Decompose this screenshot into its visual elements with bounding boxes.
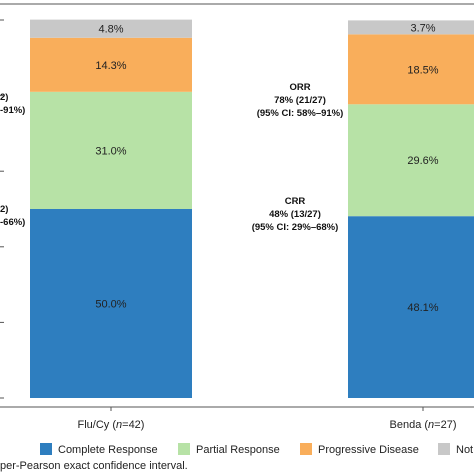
legend-label-progressive-disease: Progressive Disease: [318, 444, 419, 456]
annotations-layer: 2) -91%) 2) -66%) ORR 78% (21/27) (95% CI: 58%…: [0, 82, 343, 233]
data-label-flu-cy-n-42-not: 4.8%: [98, 24, 123, 36]
bar-flu-cy-n-42-complete-response: [30, 209, 192, 398]
data-label-flu-cy-n-42-progressive-disease: 14.3%: [95, 60, 126, 72]
annotation-orr-flu-cy-n-42-line-0: 2): [0, 92, 8, 103]
annotation-crr-flu-cy-n-42-line-0: 2): [0, 204, 8, 215]
bar-flu-cy-n-42-partial-response: [30, 91, 192, 209]
bar-flu-cy-n-42-not: [30, 19, 192, 38]
x-ticks-layer: Flu/Cy (n=42) Benda (n=27): [78, 407, 457, 431]
data-label-benda-n-27-not: 3.7%: [410, 22, 435, 34]
annotation-orr-benda-n-27-line-0: ORR: [289, 82, 310, 93]
data-label-benda-n-27-progressive-disease: 18.5%: [407, 64, 438, 76]
bar-flu-cy-n-42-progressive-disease: [30, 37, 192, 92]
legend-swatch-complete-response: [40, 443, 52, 455]
annotation-orr-benda-n-27-line-1: 78% (21/27): [274, 95, 326, 106]
annotation-orr-benda-n-27-line-2: (95% CI: 58%–91%): [257, 108, 344, 119]
data-label-flu-cy-n-42-complete-response: 50.0%: [95, 299, 126, 311]
annotation-crr-benda-n-27-line-2: (95% CI: 29%–68%): [252, 222, 339, 233]
bar-benda-n-27-progressive-disease: [348, 34, 474, 105]
annotation-crr-benda-n-27-line-1: 48% (13/27): [269, 209, 321, 220]
x-tick-label-benda: Benda (n=27): [390, 419, 457, 431]
data-label-benda-n-27-complete-response: 48.1%: [407, 302, 438, 314]
data-label-benda-n-27-partial-response: 29.6%: [407, 155, 438, 167]
legend-label-complete-response: Complete Response: [58, 444, 158, 456]
legend-label-not: Not: [456, 444, 473, 456]
annotation-crr-benda-n-27-line-0: CRR: [285, 196, 306, 207]
bar-benda-n-27-not: [348, 20, 474, 35]
legend: Complete Response Partial Response Progres…: [40, 443, 473, 456]
bar-labels-layer: 50.0% 31.0% 14.3% 4.8% 48.1% 29.6% 18.5% 3.7%: [95, 22, 438, 314]
legend-swatch-not: [438, 443, 450, 455]
legend-swatch-partial-response: [178, 443, 190, 455]
bar-benda-n-27-partial-response: [348, 104, 474, 217]
annotation-orr-flu-cy-n-42-line-1: -91%): [0, 105, 25, 116]
legend-swatch-progressive-disease: [300, 443, 312, 455]
bars-layer: [30, 19, 474, 398]
bar-benda-n-27-complete-response: [348, 216, 474, 398]
x-tick-label-flu-cy: Flu/Cy (n=42): [78, 419, 145, 431]
data-label-flu-cy-n-42-partial-response: 31.0%: [95, 145, 126, 157]
footnote: per-Pearson exact confidence interval.: [0, 460, 188, 472]
legend-label-partial-response: Partial Response: [196, 444, 280, 456]
annotation-crr-flu-cy-n-42-line-1: -66%): [0, 217, 25, 228]
y-ticks-layer: [0, 19, 4, 399]
